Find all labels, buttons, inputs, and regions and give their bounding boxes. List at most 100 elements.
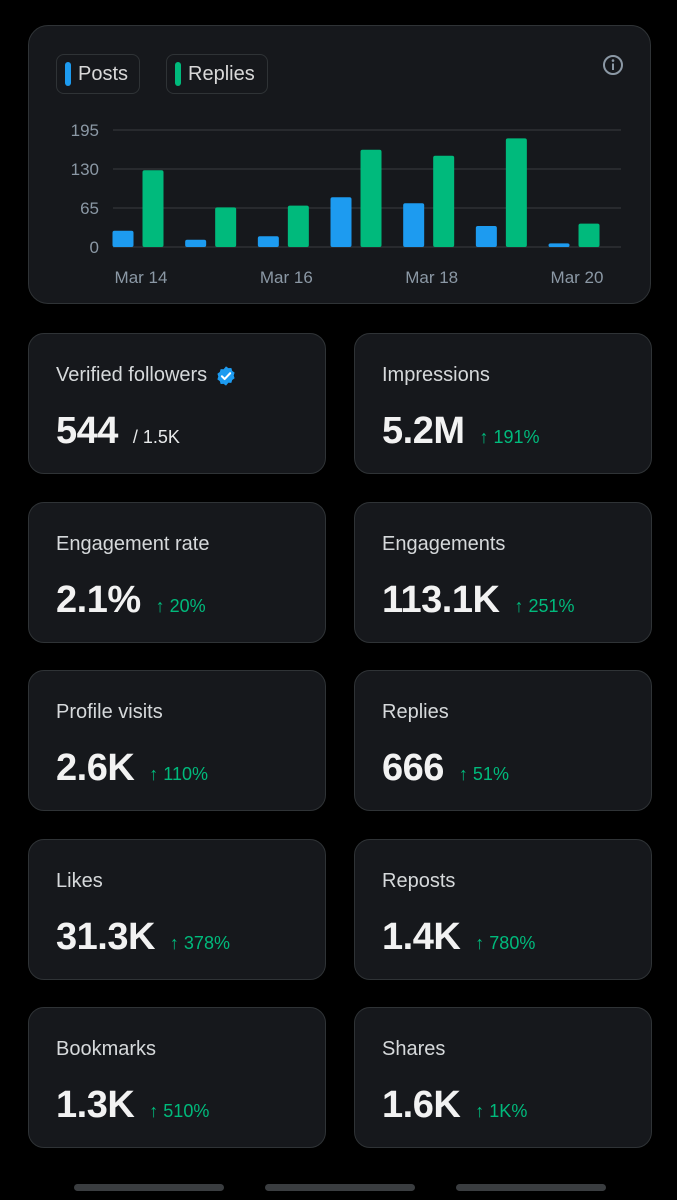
metric-value: 113.1K [382,579,500,621]
metric-row: 1.4K ↑ 780% [382,916,535,959]
arrow-up-icon: ↑ [155,596,170,616]
metric-change: ↑ 780% [475,933,535,954]
metric-row: 113.1K ↑ 251% [382,579,575,622]
metric-change: ↑ 20% [156,596,206,617]
metric-change-value: 51% [472,764,509,784]
arrow-up-icon: ↑ [458,764,473,784]
bottom-handle-left [74,1184,224,1191]
arrow-up-icon: ↑ [475,1101,490,1121]
metric-row: 5.2M ↑ 191% [382,410,540,453]
metric-card-engagements[interactable]: Engagements 113.1K ↑ 251% [354,502,652,643]
bar-replies [433,155,455,247]
metric-change-value: 110% [163,764,208,784]
metric-value: 5.2M [382,410,465,452]
metric-card-bookmarks[interactable]: Bookmarks 1.3K ↑ 510% [28,1007,326,1148]
arrow-up-icon: ↑ [475,933,490,953]
bar-posts [403,203,425,247]
arrow-up-icon: ↑ [169,933,184,953]
metric-label: Replies [382,701,449,723]
metric-card-engagement-rate[interactable]: Engagement rate 2.1% ↑ 20% [28,502,326,643]
metric-value: 544 [56,410,118,452]
info-icon[interactable] [602,54,624,76]
bar-replies [287,205,309,247]
arrow-up-icon: ↑ [514,596,529,616]
metric-row: 666 ↑ 51% [382,747,509,790]
metric-change: ↑ 191% [479,427,539,448]
metric-change-value: 191% [493,427,540,447]
x-tick-label: Mar 18 [405,268,458,287]
bar-replies [360,149,382,247]
metric-change-value: 1K% [489,1101,528,1121]
metric-label: Reposts [382,870,456,892]
y-tick-label: 65 [80,199,99,218]
metric-row: 544 / 1.5K [56,410,180,453]
arrow-up-icon: ↑ [479,427,494,447]
metric-change-value: 378% [183,933,230,953]
metric-label: Shares [382,1038,446,1060]
metric-value: 1.3K [56,1084,135,1126]
bar-replies [142,170,164,247]
verified-badge-icon [217,365,235,386]
metric-label: Engagements [382,533,506,555]
y-tick-label: 130 [71,160,99,179]
legend-posts-label: Posts [78,62,129,85]
metric-change: ↑ 1K% [475,1101,527,1122]
metric-label-wrap: Verified followers [56,364,237,387]
metric-label: Bookmarks [56,1038,157,1060]
metric-row: 1.3K ↑ 510% [56,1084,209,1127]
metric-change-value: 510% [163,1101,210,1121]
arrow-up-icon: ↑ [149,1101,164,1121]
arrow-up-icon: ↑ [149,764,164,784]
metric-card-replies[interactable]: Replies 666 ↑ 51% [354,670,652,811]
legend-posts-swatch [65,62,71,86]
chart-card: Posts Replies 0 65 130 195 Mar 14 Mar 16 Mar 1… [28,25,651,304]
metric-label: Impressions [382,364,490,386]
y-tick-label: 195 [71,121,99,140]
metric-change-value: 780% [489,933,536,953]
metric-change: ↑ 51% [459,764,509,785]
metric-value: 1.4K [382,916,461,958]
bar-posts [330,197,352,247]
metric-row: 1.6K ↑ 1K% [382,1084,527,1127]
bar-replies [578,223,600,247]
metric-change-value: 251% [528,596,575,616]
legend-replies-swatch [175,62,181,86]
metric-card-verified-followers[interactable]: Verified followers 544 / 1.5K [28,333,326,474]
metric-card-profile-visits[interactable]: Profile visits 2.6K ↑ 110% [28,670,326,811]
bar-replies [215,207,237,247]
metric-change-value: 20% [169,596,206,616]
bar-chart: 0 65 130 195 Mar 14 Mar 16 Mar 18 Mar 20 [71,121,621,287]
bar-posts [475,226,497,247]
x-tick-label: Mar 16 [260,268,313,287]
metric-label: Likes [56,870,103,892]
metric-label: Engagement rate [56,533,210,555]
bar-posts [112,230,134,247]
metric-change: ↑ 110% [149,764,208,785]
bar-posts [548,243,570,247]
metric-change: ↑ 510% [149,1101,209,1122]
x-tick-label: Mar 14 [115,268,168,287]
metric-row: 2.1% ↑ 20% [56,579,206,622]
metric-total: / 1.5K [132,427,180,447]
metric-value: 1.6K [382,1084,461,1126]
metric-value: 31.3K [56,916,155,958]
bar-posts [257,236,279,247]
bottom-handle-center [265,1184,415,1191]
bottom-handle-right [456,1184,606,1191]
bar-replies [505,138,527,247]
metric-value: 2.6K [56,747,135,789]
y-tick-label: 0 [90,238,99,257]
metric-change: ↑ 378% [170,933,230,954]
legend-replies-toggle[interactable]: Replies [166,54,268,94]
legend-replies-label: Replies [188,62,255,85]
metric-label: Verified followers [56,364,208,386]
metric-card-impressions[interactable]: Impressions 5.2M ↑ 191% [354,333,652,474]
x-tick-label: Mar 20 [551,268,604,287]
metric-card-reposts[interactable]: Reposts 1.4K ↑ 780% [354,839,652,980]
legend-posts-toggle[interactable]: Posts [56,54,140,94]
metric-label: Profile visits [56,701,163,723]
metric-card-likes[interactable]: Likes 31.3K ↑ 378% [28,839,326,980]
metric-card-shares[interactable]: Shares 1.6K ↑ 1K% [354,1007,652,1148]
metric-change: ↑ 251% [514,596,574,617]
metric-row: 31.3K ↑ 378% [56,916,230,959]
